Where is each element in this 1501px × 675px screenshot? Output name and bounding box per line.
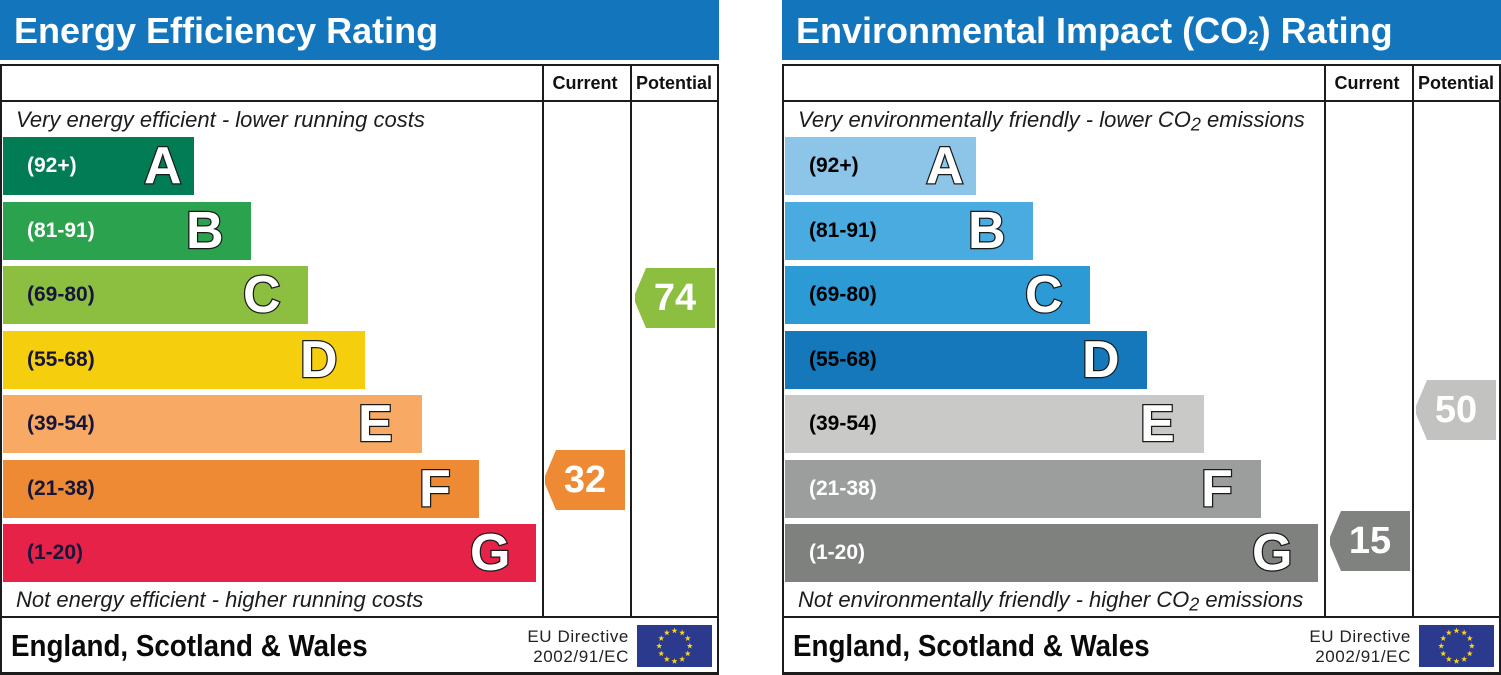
svg-text:50: 50 bbox=[1435, 389, 1477, 431]
svg-text:32: 32 bbox=[564, 459, 606, 501]
svg-text:74: 74 bbox=[654, 277, 696, 319]
svg-text:15: 15 bbox=[1349, 520, 1391, 562]
